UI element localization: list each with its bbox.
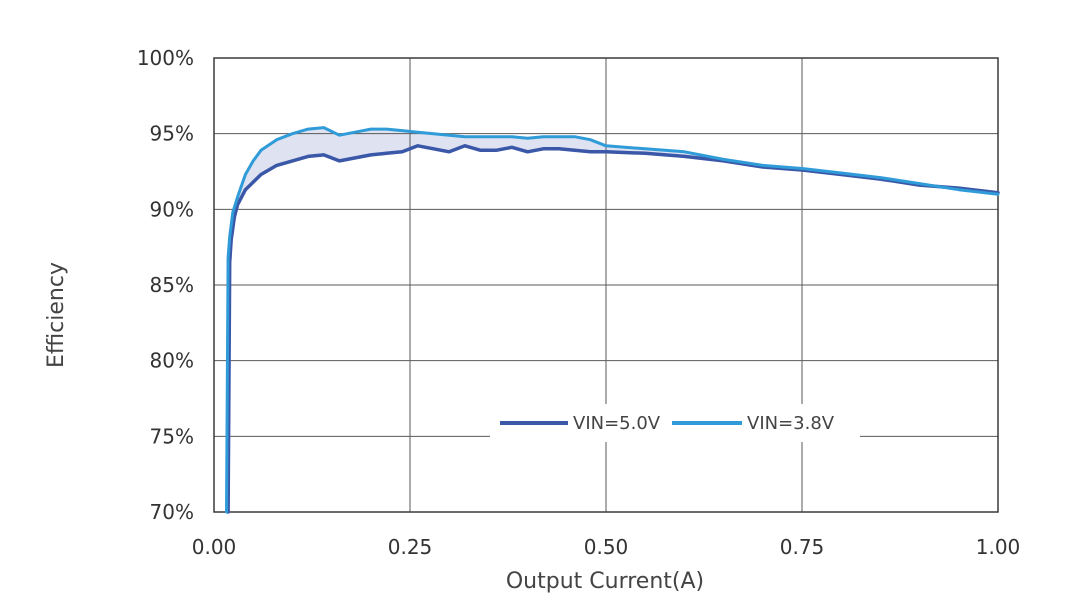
x-tick-label-0: 0.00: [192, 535, 237, 559]
y-axis-ticks: 70% 75% 80% 85% 90% 95% 100%: [137, 46, 194, 524]
y-tick-label-5: 95%: [150, 122, 194, 146]
series-line-vin-5v: [226, 144, 1000, 514]
legend-label-vin-3-8v: VIN=3.8V: [747, 413, 835, 434]
y-tick-label-2: 80%: [150, 349, 194, 373]
x-axis-label: Output Current(A): [506, 569, 704, 594]
x-tick-label-2: 0.50: [584, 535, 629, 559]
series-line-vin-3-8v: [225, 126, 1000, 514]
x-axis-ticks: 0.00 0.25 0.50 0.75 1.00: [192, 535, 1021, 559]
x-tick-label-1: 0.25: [388, 535, 433, 559]
legend-label-vin-5v: VIN=5.0V: [573, 413, 661, 434]
series-lines: [225, 126, 1000, 514]
x-tick-label-3: 0.75: [780, 535, 825, 559]
grid-lines: [213, 57, 999, 513]
x-tick-label-4: 1.00: [976, 535, 1021, 559]
y-tick-label-1: 75%: [150, 424, 194, 448]
y-axis-label: Efficiency: [44, 262, 69, 368]
y-tick-label-6: 100%: [137, 46, 194, 70]
plot-frame: [213, 57, 999, 513]
plot-area: [213, 57, 1000, 514]
y-tick-label-4: 90%: [150, 197, 194, 221]
efficiency-band: [226, 127, 998, 512]
y-tick-label-3: 85%: [150, 273, 194, 297]
y-tick-label-0: 70%: [150, 500, 194, 524]
legend: VIN=5.0V VIN=3.8V: [490, 404, 860, 442]
